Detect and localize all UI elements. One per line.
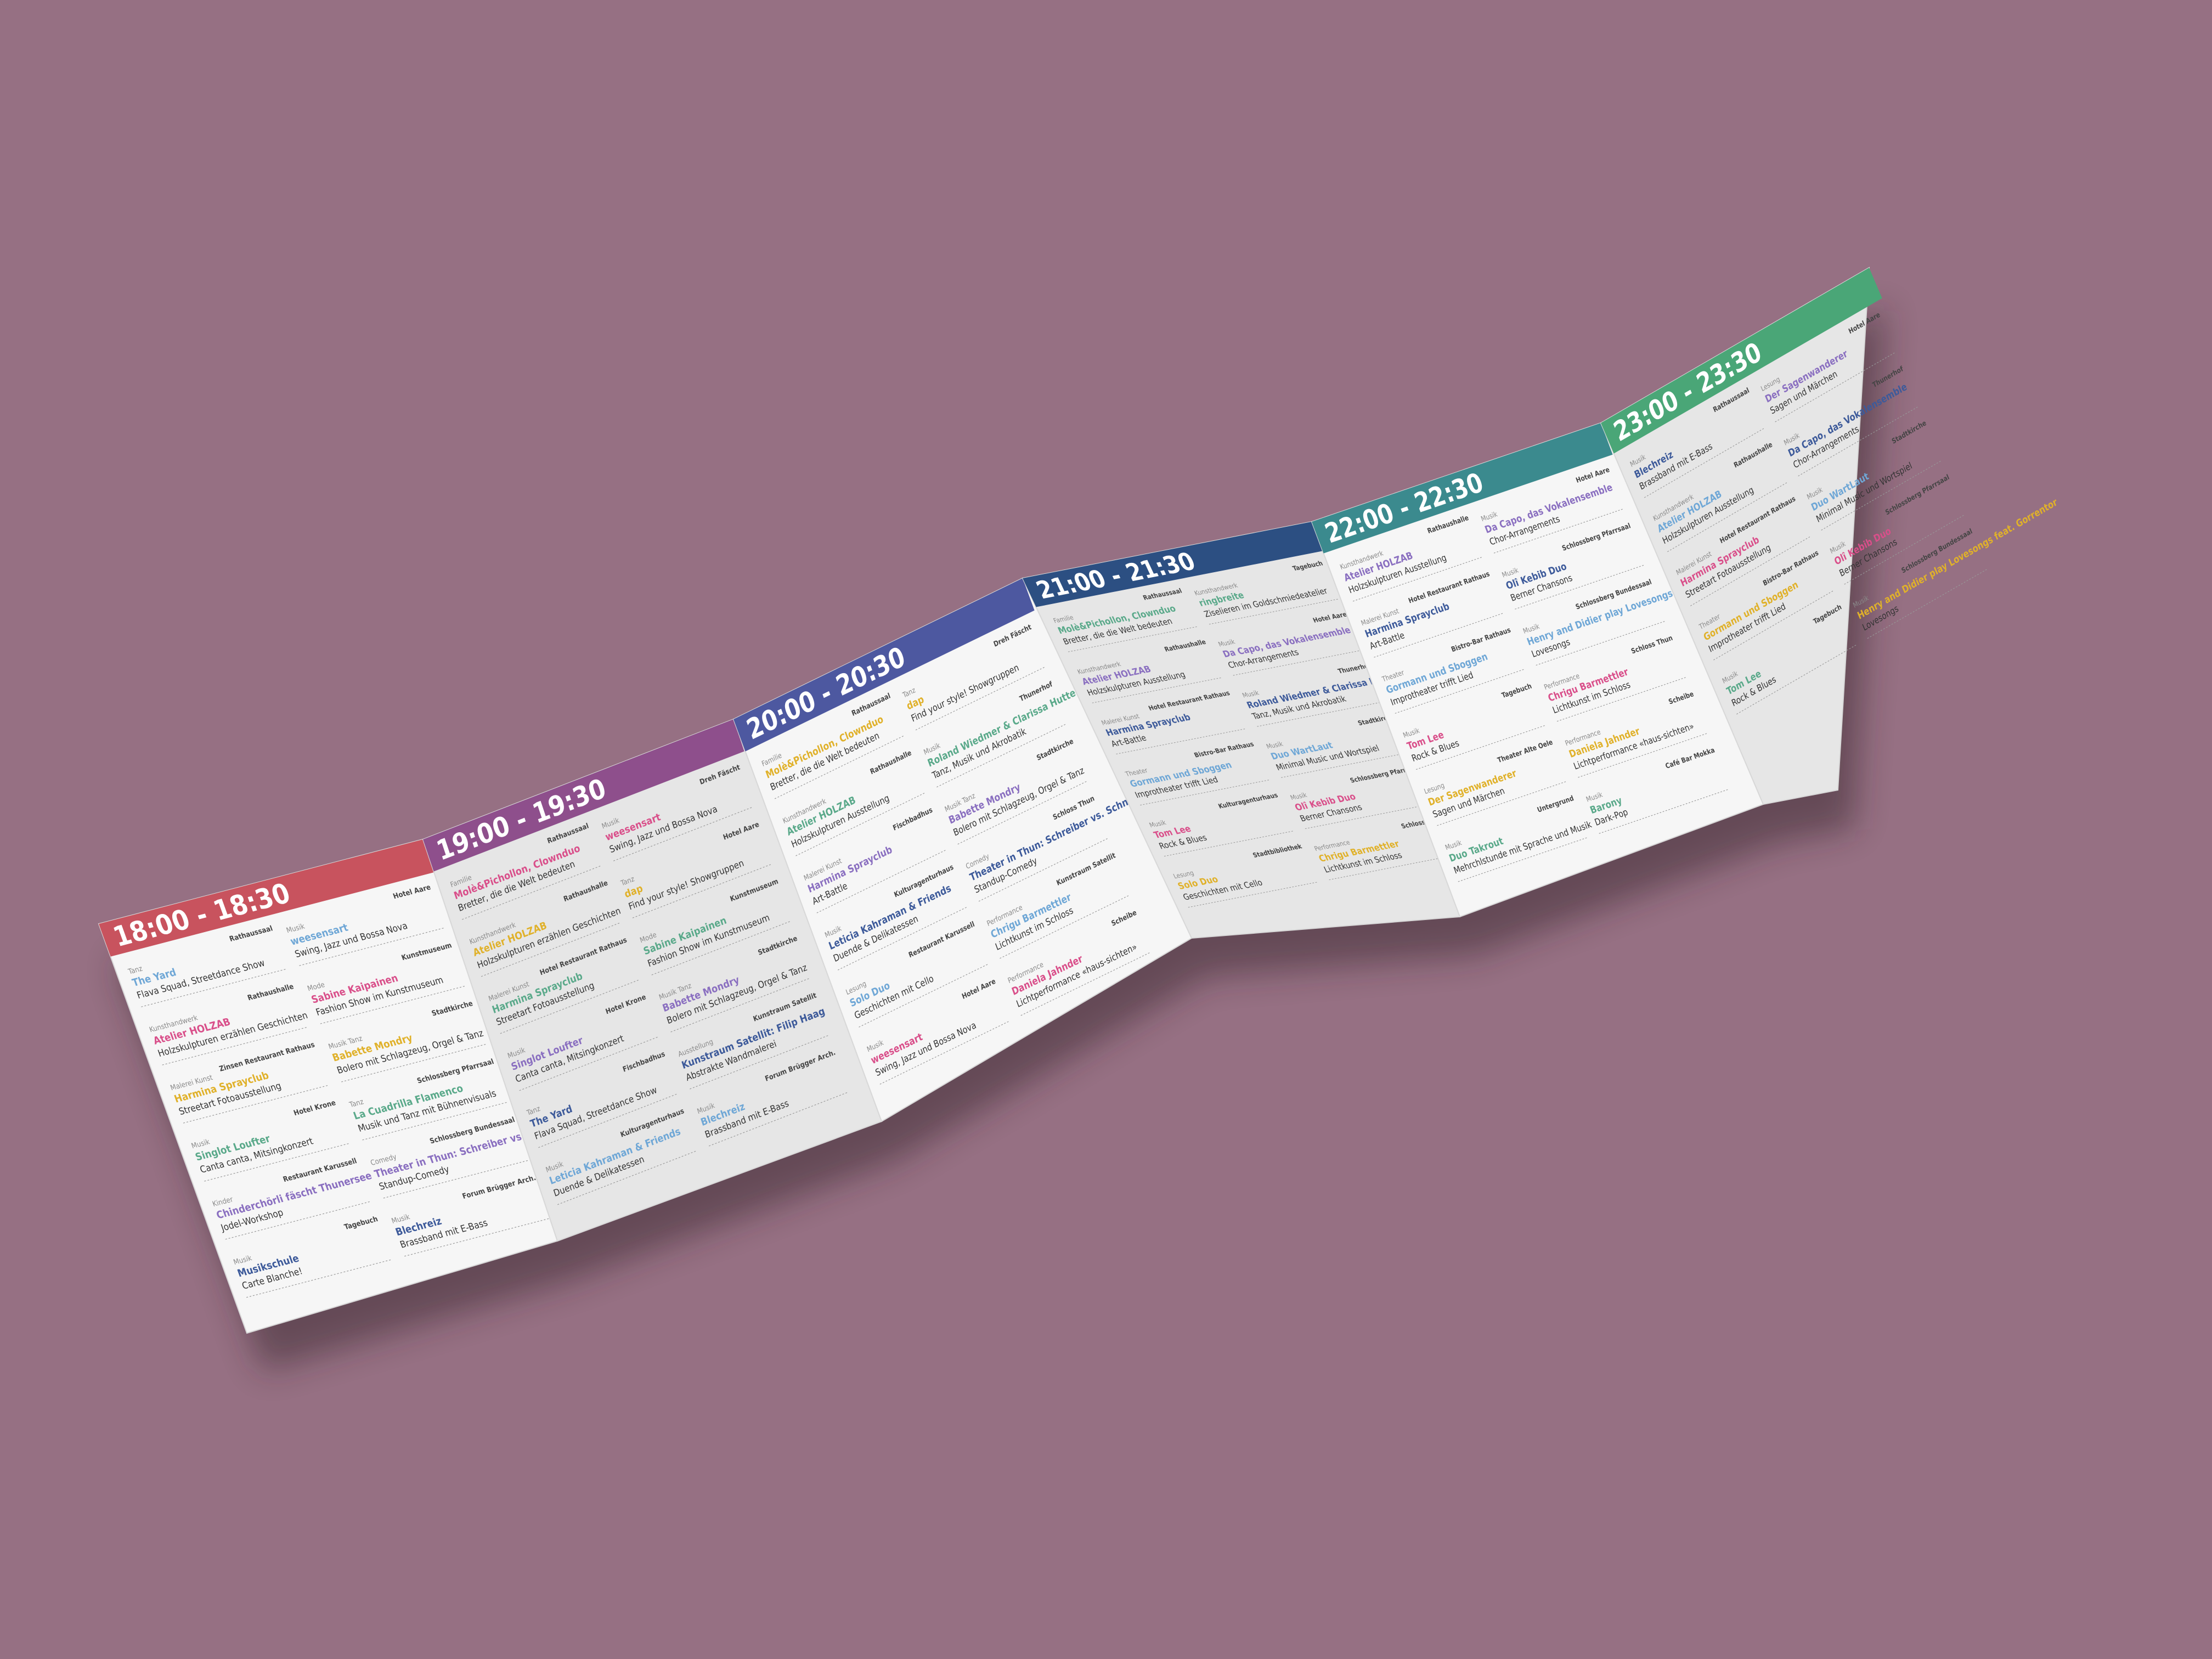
category: Musik: [1217, 637, 1237, 648]
location: Stadtkirche: [1891, 418, 1928, 445]
time-band: [1601, 267, 1882, 454]
category: Musik: [1289, 791, 1308, 802]
divider: [651, 921, 792, 975]
divider: [670, 978, 811, 1032]
category: Musik: [1241, 689, 1261, 699]
divider: [1599, 788, 1730, 834]
divider: [1415, 725, 1547, 770]
time-band: [733, 578, 1035, 752]
time-band: [1023, 522, 1325, 607]
divider: [519, 1036, 659, 1091]
divider: [1257, 701, 1387, 727]
divider: [383, 1160, 530, 1199]
divider: [320, 985, 466, 1024]
time-band: [1312, 423, 1613, 554]
category: Tanz: [127, 965, 144, 977]
category: Tanz: [348, 1098, 365, 1109]
category: Musik: [1265, 740, 1285, 751]
time-band: [423, 719, 744, 872]
time-band: [99, 839, 435, 957]
divider: [1352, 556, 1483, 602]
category: Musik: [1148, 819, 1168, 829]
category: Familie: [1052, 613, 1075, 624]
divider: [1536, 620, 1667, 666]
category: Lesung: [1172, 869, 1195, 880]
divider: [1068, 626, 1199, 652]
